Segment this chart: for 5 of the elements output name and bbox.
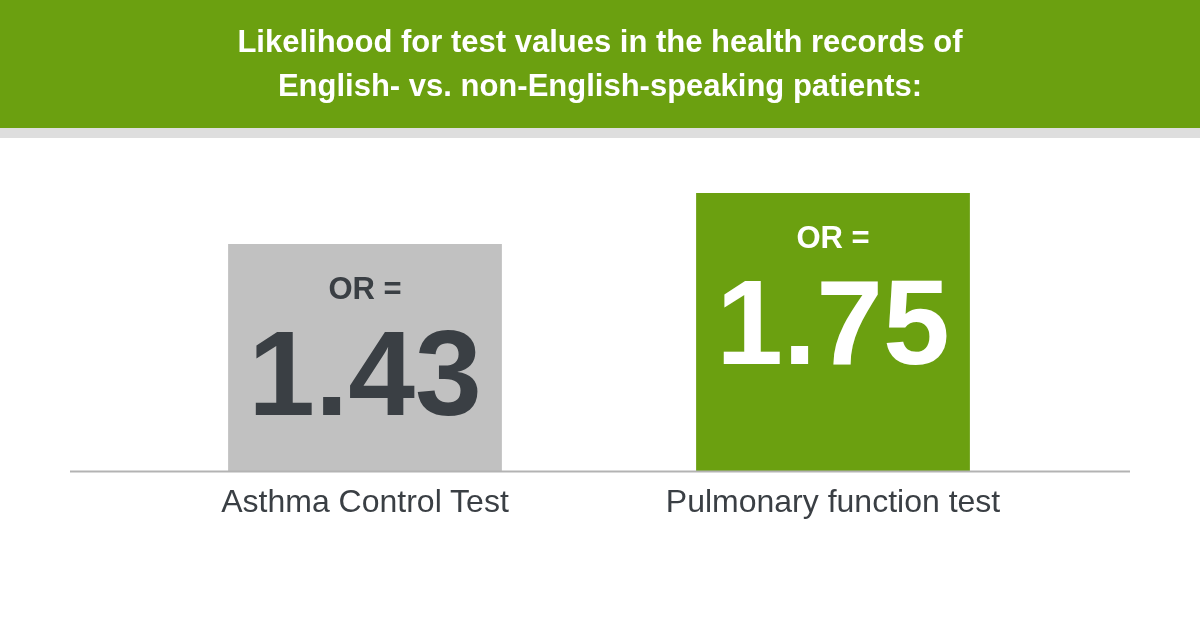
x-tick-label: Asthma Control Test: [221, 482, 509, 519]
data-label: OR = 1.75: [716, 220, 950, 389]
x-tick-label: Pulmonary function test: [665, 482, 1001, 519]
data-label: OR = 1.43: [248, 270, 482, 440]
chart-title: Likelihood for test values in the health records of English- vs. non-English-speaking patients:: [236, 23, 964, 105]
